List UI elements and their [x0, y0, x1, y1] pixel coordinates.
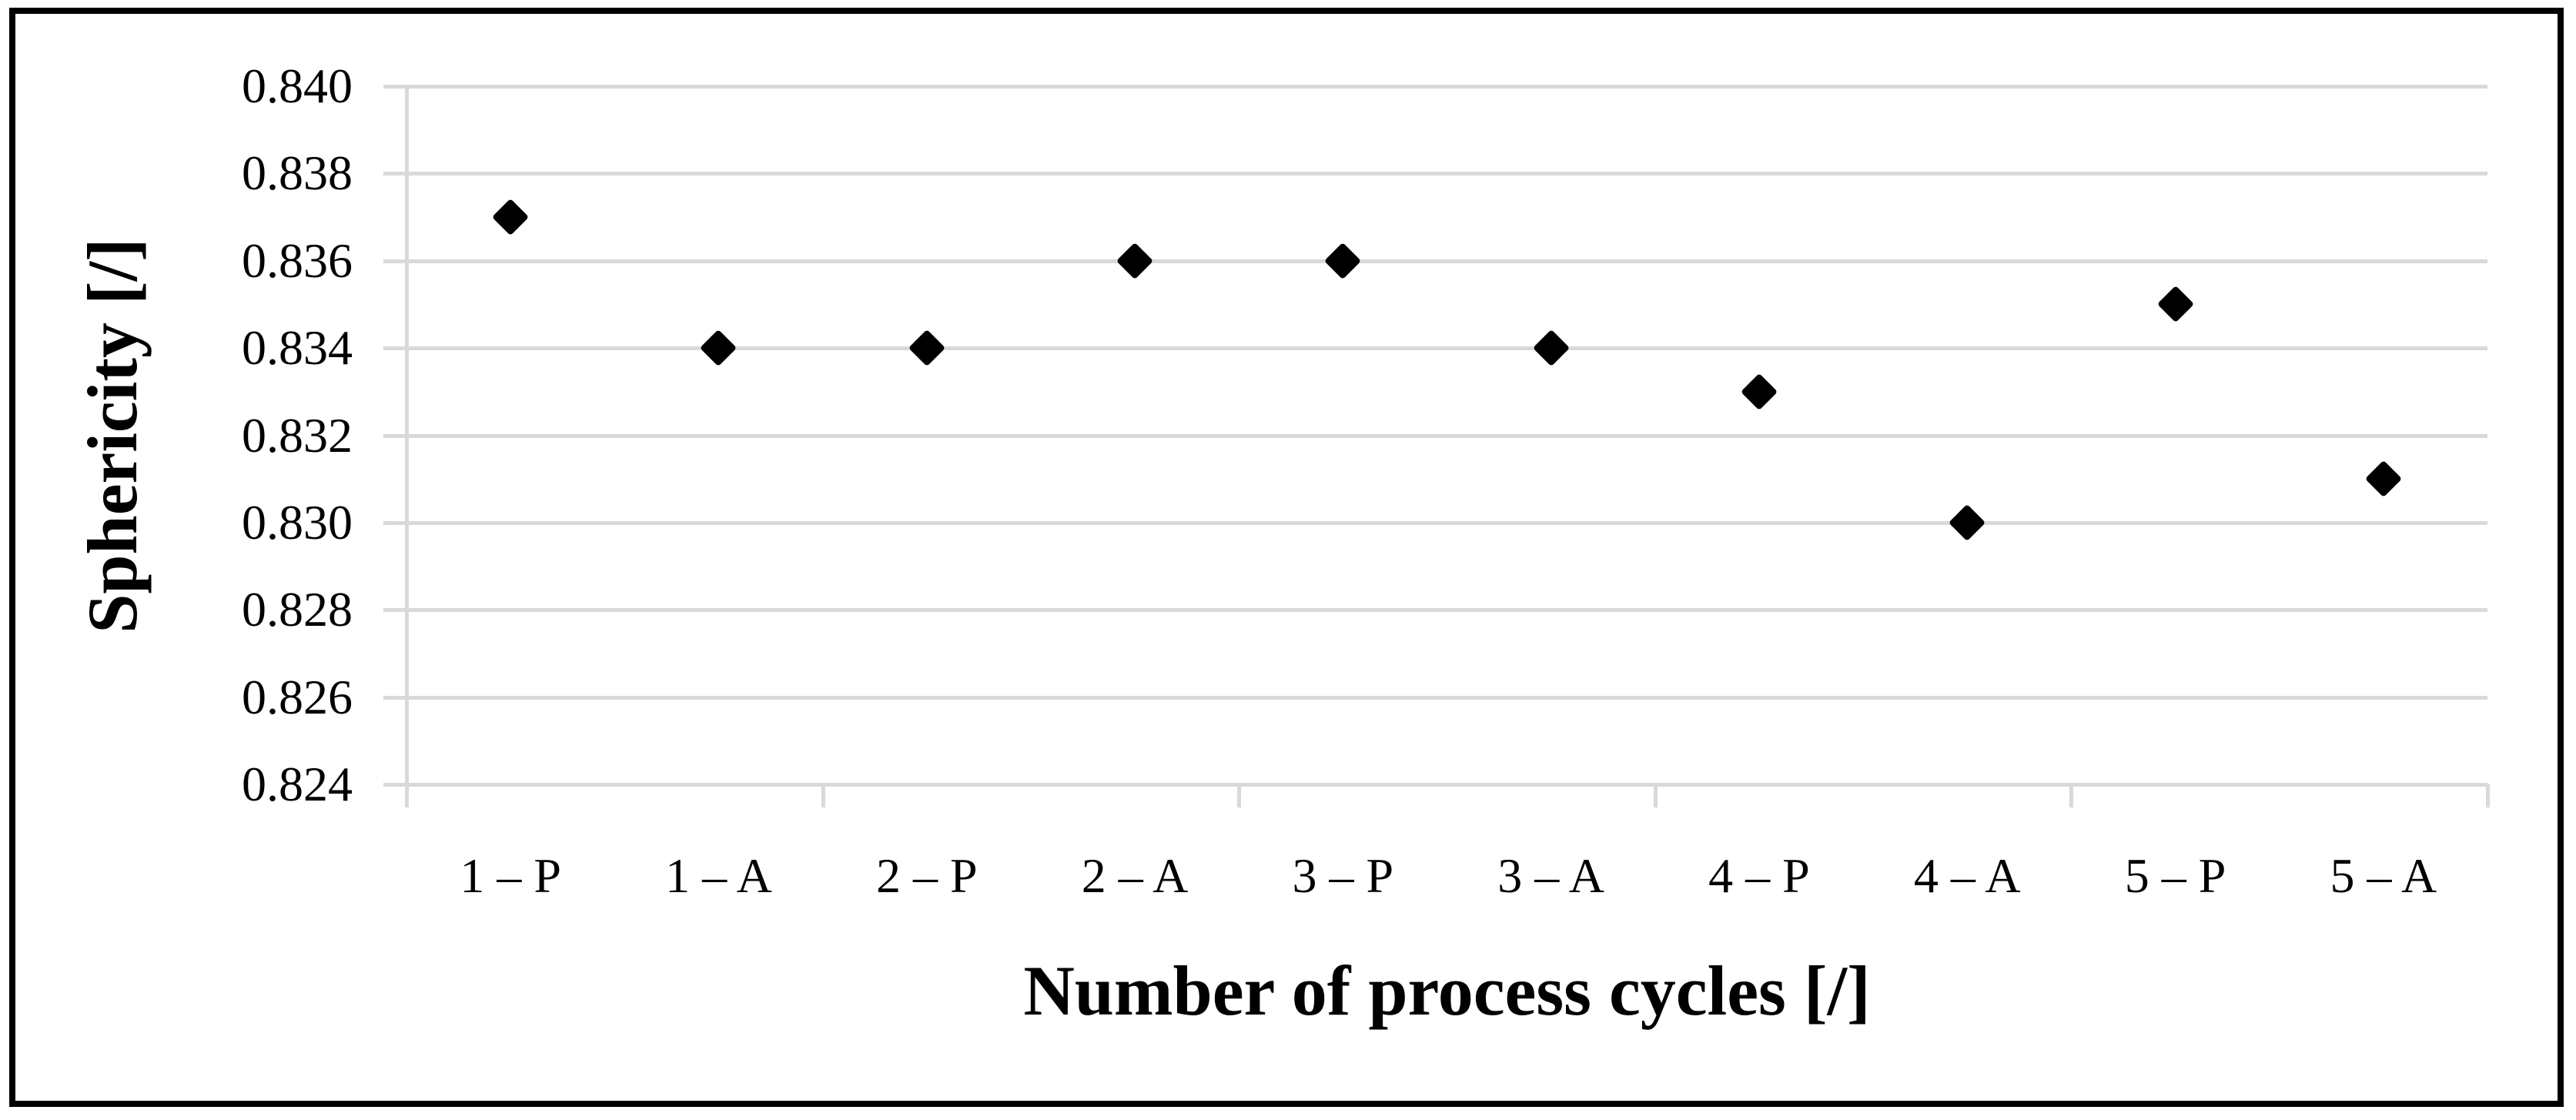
y-tick-label: 0.830: [242, 494, 353, 550]
data-point-diamond: [2364, 460, 2402, 498]
y-tick-label: 0.836: [242, 232, 353, 288]
data-point-diamond: [1949, 503, 1986, 541]
x-category-label: 3 – P: [1292, 848, 1394, 903]
gridline: [383, 346, 2487, 351]
data-point-diamond: [1324, 242, 1362, 279]
x-category-label: 4 – P: [1708, 848, 1810, 903]
gridline: [383, 85, 2487, 89]
data-point-diamond: [1740, 373, 1778, 410]
gridline: [383, 520, 2487, 525]
x-category-label: 5 – P: [2124, 848, 2226, 903]
gridline: [383, 608, 2487, 613]
gridline: [383, 783, 2487, 787]
data-point-diamond: [700, 329, 738, 367]
gridline: [383, 259, 2487, 263]
x-category-label: 2 – P: [875, 848, 978, 903]
gridline: [383, 695, 2487, 700]
data-point-diamond: [908, 329, 945, 367]
x-category-label: 2 – A: [1081, 848, 1189, 903]
x-axis-tick: [2069, 784, 2074, 807]
y-axis-title: Sphericity [/]: [73, 237, 152, 634]
x-axis-tick: [821, 784, 825, 807]
gridline: [383, 433, 2487, 438]
y-tick-label: 0.824: [242, 757, 353, 811]
x-category-label: 3 – A: [1497, 848, 1604, 903]
data-point-diamond: [1116, 242, 1154, 279]
y-tick-label: 0.834: [242, 320, 353, 376]
y-tick-label: 0.828: [242, 582, 353, 637]
data-point-diamond: [492, 199, 530, 236]
y-tick-label: 0.840: [242, 59, 353, 113]
x-axis-tick: [1237, 784, 1242, 807]
y-tick-label: 0.838: [242, 145, 353, 201]
y-axis-line: [405, 86, 409, 784]
x-category-label: 1 – A: [665, 848, 772, 903]
data-point-diamond: [2156, 286, 2194, 323]
x-category-label: 4 – A: [1913, 848, 2021, 903]
y-tick-label: 0.832: [242, 407, 353, 463]
y-tick-label: 0.826: [242, 669, 353, 724]
x-category-label: 1 – P: [460, 848, 561, 903]
x-axis-title: Number of process cycles [/]: [1023, 951, 1871, 1030]
x-category-label: 5 – A: [2330, 848, 2437, 903]
gridline: [383, 172, 2487, 176]
x-axis-tick: [1653, 784, 1658, 807]
data-point-diamond: [1532, 329, 1570, 367]
x-axis-tick: [405, 784, 409, 807]
x-axis-tick: [2486, 784, 2490, 807]
